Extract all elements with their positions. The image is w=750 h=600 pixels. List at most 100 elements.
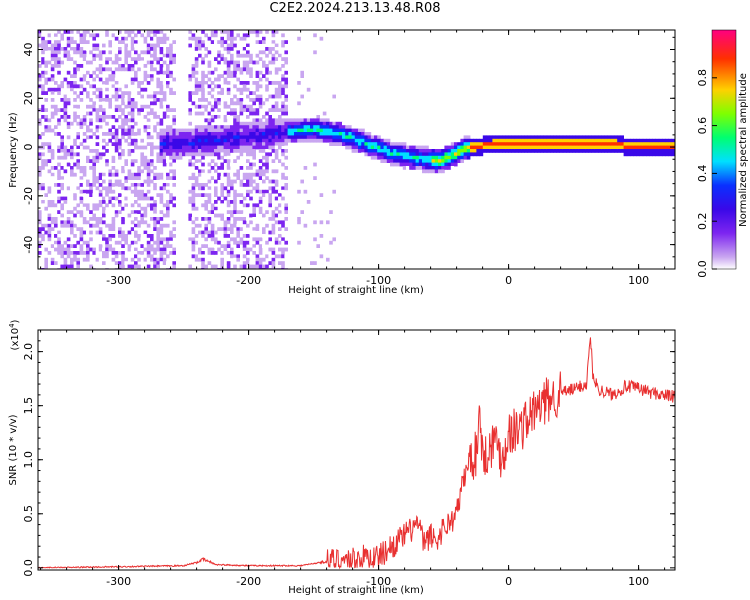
spectrogram-cell: [137, 57, 141, 61]
spectrogram-cell: [66, 149, 71, 153]
spectrogram-cell: [409, 152, 413, 157]
spectrogram-cell: [281, 43, 285, 48]
spectrogram-cell: [137, 223, 141, 228]
spectrogram-cell: [530, 135, 535, 140]
spectrogram-cell: [518, 145, 522, 150]
spectrogram-cell: [492, 149, 496, 153]
spectrogram-cell: [169, 149, 173, 153]
spectrogram-cell: [223, 81, 228, 85]
spectrogram-cell: [281, 196, 285, 201]
spectrogram-cell: [233, 125, 237, 129]
spectrogram-cell: [102, 237, 106, 242]
spectrogram-cell: [236, 172, 240, 177]
spectrogram-cell: [166, 50, 170, 55]
spectrogram-cell: [220, 213, 224, 218]
spectrogram-cell: [140, 217, 144, 221]
spectrogram-cell: [156, 264, 160, 269]
spectrogram-cell: [553, 145, 557, 150]
spectrogram-cell: [230, 254, 234, 259]
spectrogram-cell: [220, 261, 224, 265]
spectrogram-cell: [191, 254, 196, 259]
spectrogram-cell: [201, 87, 205, 92]
spectrogram-cell: [338, 125, 343, 129]
spectrogram-cell: [124, 50, 128, 55]
spectrogram-cell: [338, 128, 343, 133]
spectrogram-cell: [98, 64, 103, 68]
spectrogram-cell: [153, 94, 157, 99]
spectrogram-cell: [351, 149, 356, 153]
spectrogram-cell: [137, 166, 141, 170]
spectrogram-cell: [118, 57, 122, 61]
spectrogram-cell: [217, 60, 221, 65]
spectrogram-cell: [57, 237, 61, 242]
spectrogram-cell: [146, 74, 151, 78]
spectrogram-cell: [252, 101, 256, 106]
spectrogram-cell: [284, 142, 288, 146]
spectrogram-cell: [70, 257, 74, 262]
spectrogram-cell: [310, 138, 314, 143]
spectrogram-cell: [332, 132, 336, 136]
spectrogram-cell: [566, 142, 570, 146]
spectrogram-cell: [226, 145, 231, 150]
spectrogram-cell: [204, 217, 208, 221]
spectrogram-cell: [278, 210, 282, 214]
spectrogram-cell: [252, 206, 256, 211]
spectrogram-cell: [92, 155, 96, 160]
spectrogram-cell: [393, 162, 397, 167]
spectrogram-cell: [98, 50, 103, 55]
spectrogram-cell: [73, 244, 77, 248]
spectrogram-cell: [217, 149, 221, 153]
y-tick-label: 0: [22, 144, 35, 151]
spectrogram-cell: [537, 142, 541, 146]
spectrogram-cell: [70, 36, 74, 41]
spectrogram-cell: [146, 135, 151, 140]
spectrogram-cell: [214, 30, 218, 34]
spectrogram-cell: [268, 70, 272, 75]
spectrogram-cell: [233, 115, 237, 119]
spectrogram-cell: [473, 152, 477, 157]
spectrogram-cell: [210, 223, 215, 228]
spectrogram-cell: [198, 247, 202, 252]
spectrogram-cell: [252, 60, 256, 65]
spectrogram-cell: [44, 40, 48, 44]
spectrogram-cell: [223, 220, 228, 225]
spectrogram-cell: [278, 121, 282, 126]
spectrogram-cell: [271, 213, 276, 218]
spectrogram-cell: [143, 43, 148, 48]
spectrogram-cell: [60, 47, 64, 51]
spectrogram-cell: [210, 40, 215, 44]
spectrogram-cell: [172, 128, 176, 133]
spectrogram-cell: [140, 183, 144, 187]
spectrogram-cell: [156, 132, 160, 136]
spectrogram-cell: [79, 210, 84, 214]
spectrogram-cell: [47, 169, 52, 174]
spectrogram-cell: [239, 237, 244, 242]
spectrogram-cell: [402, 166, 407, 170]
spectrogram-cell: [66, 94, 71, 99]
spectrogram-cell: [284, 84, 288, 89]
spectrogram-cell: [156, 115, 160, 119]
spectrogram-cell: [95, 53, 100, 58]
spectrogram-cell: [415, 159, 420, 163]
spectrogram-cell: [207, 179, 212, 184]
spectrogram-cell: [41, 223, 45, 228]
spectrogram-cell: [332, 189, 336, 194]
spectrogram-cell: [54, 203, 58, 208]
spectrogram-cell: [335, 128, 340, 133]
spectrogram-cell: [44, 125, 48, 129]
spectrogram-cell: [374, 135, 378, 140]
spectrogram-cell: [646, 138, 650, 143]
spectrogram-cell: [124, 138, 128, 143]
spectrogram-cell: [431, 159, 436, 163]
spectrogram-cell: [268, 81, 272, 85]
spectrogram-cell: [105, 162, 109, 167]
spectrogram-cell: [172, 251, 176, 255]
spectrogram-cell: [130, 172, 135, 177]
spectrogram-cell: [258, 237, 263, 242]
spectrogram-cell: [172, 40, 176, 44]
spectrogram-cell: [60, 264, 64, 269]
spectrogram-cell: [575, 135, 580, 140]
spectrogram-cell: [57, 172, 61, 177]
spectrogram-cell: [303, 189, 308, 194]
spectrogram-cell: [111, 115, 116, 119]
